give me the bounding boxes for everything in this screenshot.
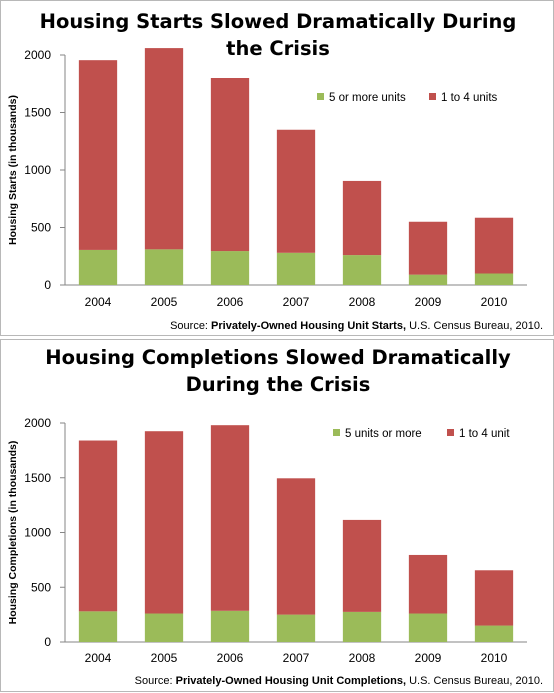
chart-panel-completions: Housing Completions Slowed Dramatically …: [0, 339, 554, 692]
bar-segment-single-2010: [474, 570, 514, 626]
source-note: Source: Privately-Owned Housing Unit Sta…: [170, 320, 543, 332]
y-tick-label: 1500: [24, 106, 51, 120]
bar-segment-multi-2010: [474, 273, 514, 285]
bar-segment-multi-2008: [342, 611, 382, 642]
y-tick-label: 0: [44, 635, 51, 649]
x-tick-label: 2008: [349, 295, 376, 309]
chart-panel-starts: Housing Starts Slowed Dramatically Durin…: [0, 0, 554, 336]
legend-swatch: [447, 429, 454, 436]
bar-segment-multi-2009: [408, 613, 448, 642]
bar-segment-multi-2010: [474, 625, 514, 642]
y-axis-title: Housing Starts (in thousands): [7, 95, 19, 245]
bar-segment-single-2005: [144, 431, 184, 614]
y-tick-label: 1000: [24, 526, 51, 540]
legend-swatch: [429, 93, 436, 100]
y-tick-label: 2000: [24, 48, 51, 62]
bar-segment-single-2007: [276, 129, 316, 253]
bar-segment-single-2006: [210, 78, 250, 252]
x-tick-label: 2006: [217, 651, 244, 665]
chart-title: Housing Completions Slowed Dramatically …: [1, 344, 554, 398]
legend-label: 1 to 4 unit: [459, 428, 510, 440]
chart-title-line-2: the Crisis: [226, 37, 330, 60]
x-tick-label: 2008: [349, 651, 376, 665]
y-tick-label: 0: [44, 278, 51, 292]
bar-segment-single-2009: [408, 221, 448, 275]
legend-label: 5 units or more: [345, 428, 422, 440]
x-tick-label: 2007: [283, 295, 310, 309]
source-prefix: Source:: [170, 320, 212, 332]
bar-segment-multi-2008: [342, 255, 382, 285]
source-title: Privately-Owned Housing Unit Starts,: [211, 320, 407, 332]
bar-segment-multi-2005: [144, 613, 184, 642]
bar-segment-single-2008: [342, 519, 382, 612]
completions-bar-chart: 0 500 1000 1500 2000 Housing Completions (in …: [7, 416, 527, 665]
x-tick-label: 2009: [415, 295, 442, 309]
legend-label: 5 or more units: [329, 92, 406, 104]
x-tick-label: 2007: [283, 651, 310, 665]
bar-segment-multi-2007: [276, 252, 316, 285]
y-tick-label: 1000: [24, 163, 51, 177]
y-axis-title: Housing Completions (in thousands): [7, 441, 19, 625]
chart-title: Housing Starts Slowed Dramatically Durin…: [1, 8, 554, 62]
source-title: Privately-Owned Housing Unit Completions…: [175, 675, 407, 687]
bar-segment-single-2005: [144, 48, 184, 250]
x-tick-label: 2004: [85, 295, 112, 309]
source-note: Source: Privately-Owned Housing Unit Com…: [135, 675, 543, 687]
x-tick-label: 2009: [415, 651, 442, 665]
bar-segment-single-2004: [78, 440, 118, 612]
source-suffix: U.S. Census Bureau, 2010.: [406, 675, 543, 687]
bar-segment-single-2008: [342, 180, 382, 256]
source-suffix: U.S. Census Bureau, 2010.: [406, 320, 543, 332]
starts-bar-chart: 0 500 1000 1500 2000 Housing Starts (in thous…: [7, 48, 527, 309]
legend-swatch: [333, 429, 340, 436]
chart-title-line-1: Housing Completions Slowed Dramatically: [45, 346, 511, 369]
bar-segment-multi-2005: [144, 249, 184, 285]
bar-segment-multi-2004: [78, 611, 118, 642]
bar-segment-multi-2009: [408, 274, 448, 285]
x-tick-label: 2005: [151, 295, 178, 309]
x-tick-label: 2010: [481, 651, 508, 665]
bar-segment-multi-2007: [276, 614, 316, 642]
bar-segment-single-2004: [78, 60, 118, 250]
x-tick-label: 2005: [151, 651, 178, 665]
y-tick-label: 500: [31, 221, 51, 235]
bar-segment-single-2009: [408, 554, 448, 614]
y-tick-label: 2000: [24, 416, 51, 430]
x-tick-label: 2004: [85, 651, 112, 665]
y-tick-label: 500: [31, 580, 51, 594]
source-prefix: Source:: [134, 675, 176, 687]
bar-segment-multi-2004: [78, 249, 118, 285]
bar-segment-multi-2006: [210, 610, 250, 642]
legend-swatch: [317, 93, 324, 100]
y-tick-label: 1500: [24, 471, 51, 485]
bar-segment-single-2010: [474, 217, 514, 274]
bar-segment-single-2006: [210, 425, 250, 611]
bar-segment-single-2007: [276, 478, 316, 615]
legend-label: 1 to 4 units: [441, 92, 498, 104]
chart-title-line-1: Housing Starts Slowed Dramatically Durin…: [39, 10, 517, 33]
x-tick-label: 2006: [217, 295, 244, 309]
chart-title-line-2: During the Crisis: [185, 373, 371, 396]
x-tick-label: 2010: [481, 295, 508, 309]
bar-segment-multi-2006: [210, 251, 250, 285]
